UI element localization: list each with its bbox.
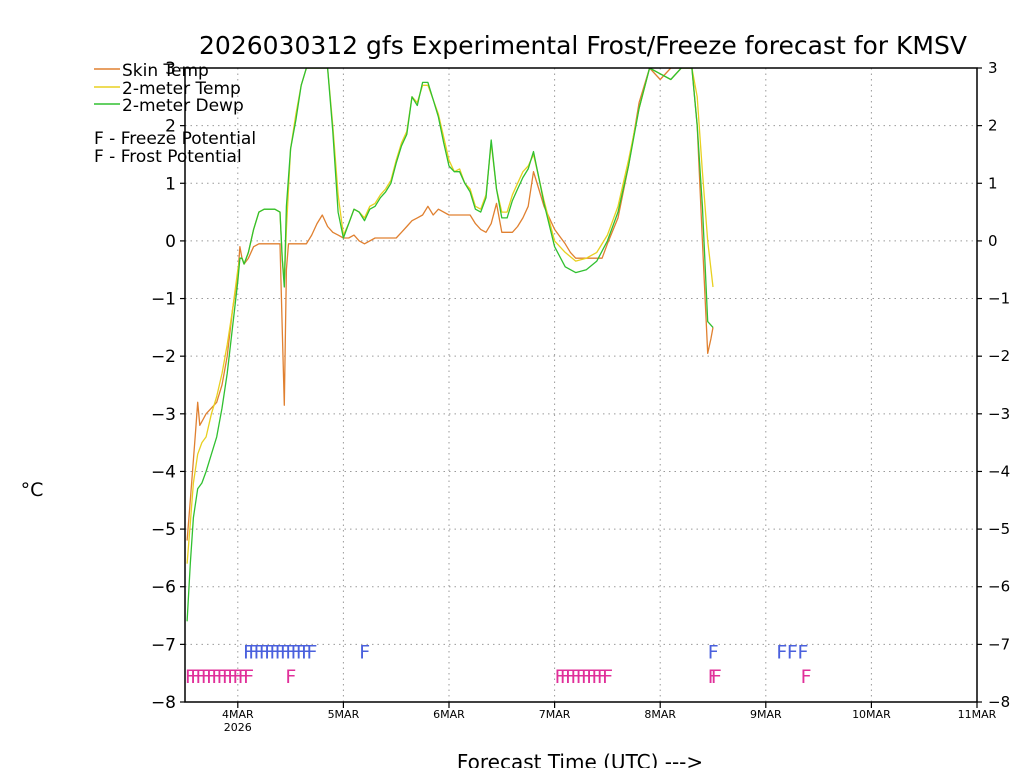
freeze-marker: F [201,666,212,688]
series-lines [186,68,714,622]
freeze-marker: F [190,666,201,688]
y-tick-label-right: −4 [988,462,1010,480]
freeze-marker: F [592,666,603,688]
x-tick-label: 11MAR [958,708,997,721]
freeze-marker: F [196,666,207,688]
frost-marker: F [776,641,787,663]
y-tick-label-right: 2 [988,117,998,135]
frost-marker: F [254,641,265,663]
legend-label-frost-potential: F - Frost Potential [94,147,242,167]
y-tick-label-right: −1 [988,290,1010,308]
x-tick-label: 9MAR [750,708,782,721]
freeze-marker: F [602,666,613,688]
frost-marker: F [285,641,296,663]
frost-marker: F [797,641,808,663]
frost-marker: F [269,641,280,663]
freeze-marker: F [597,666,608,688]
freeze-marker: F [565,666,576,688]
y-tick-label-left: 0 [165,232,176,252]
frost-marker: F [275,641,286,663]
y-tick-label-left: 2 [165,117,176,137]
y-tick-label-left: −2 [151,347,176,367]
x-tick-label: 10MAR [852,708,891,721]
legend-label-skin-temp: Skin Temp [122,61,209,81]
x-tick-label: 8MAR [644,708,676,721]
y-tick-label-right: −8 [988,693,1010,711]
legend: Skin Temp 2-meter Temp 2-meter Dewp F - … [94,61,256,167]
y-tick-label-left: −5 [151,520,176,540]
frost-marker: F [248,641,259,663]
freeze-marker: F [233,666,244,688]
y-tick-label-left: −4 [151,462,176,482]
freeze-marker: F [711,666,722,688]
freeze-marker: F [222,666,233,688]
freeze-marker: F [586,666,597,688]
y-axis-right: −8 −7 −6 −5 −4 −3 −2 −1 0 1 2 3 [977,59,1010,711]
freeze-marker: F [581,666,592,688]
frost-marker: F [259,641,270,663]
y-tick-label-right: 0 [988,232,998,250]
freeze-marker: F [285,666,296,688]
x-tick-sublabel: 2026 [224,721,252,734]
freeze-marker: F [206,666,217,688]
freeze-marker: F [801,666,812,688]
y-tick-label-left: −7 [151,635,176,655]
y-tick-label-left: 3 [165,59,176,79]
frost-marker: F [291,641,302,663]
y-tick-label-right: 3 [988,59,998,77]
grid-lines [185,68,977,702]
y-tick-label-right: 1 [988,174,998,192]
freeze-marker: F [227,666,238,688]
legend-label-2m-temp: 2-meter Temp [122,79,241,99]
freeze-marker: F [243,666,254,688]
freeze-marker: F [708,666,719,688]
y-axis-left: −8 −7 −6 −5 −4 −3 −2 −1 0 1 2 3 [151,59,185,713]
freeze-marker: F [238,666,249,688]
freeze-marker: F [576,666,587,688]
legend-label-2m-dewp: 2-meter Dewp [122,96,244,116]
y-tick-label-left: 1 [165,174,176,194]
y-tick-label-left: −3 [151,405,176,425]
y-tick-label-right: −3 [988,405,1010,423]
x-tick-label: 4MAR [222,708,254,721]
frost-marker: F [296,641,307,663]
x-tick-label: 6MAR [433,708,465,721]
y-tick-label-left: −6 [151,578,176,598]
legend-label-freeze-potential: F - Freeze Potential [94,129,256,149]
frost-marker: F [787,641,798,663]
freeze-marker: F [570,666,581,688]
x-axis-label: Forecast Time (UTC) ---> [457,750,703,768]
frost-marker: F [359,641,370,663]
frost-marker: F [264,641,275,663]
y-tick-label-right: −2 [988,347,1010,365]
frost-marker: F [708,641,719,663]
frost-marker: F [306,641,317,663]
x-tick-label: 5MAR [328,708,360,721]
frost-marker: F [280,641,291,663]
y-tick-label-left: −8 [151,693,176,713]
freeze-marker: F [217,666,228,688]
freeze-marker: F [185,666,196,688]
x-tick-label: 7MAR [539,708,571,721]
freeze-marker: F [560,666,571,688]
y-tick-label-left: −1 [151,290,176,310]
series-line-2-meter-dewp [186,68,714,622]
frost-marker: F [243,641,254,663]
y-tick-label-right: −5 [988,520,1010,538]
freeze-marker: F [211,666,222,688]
y-tick-label-right: −7 [988,635,1010,653]
y-tick-label-right: −6 [988,578,1010,596]
freeze-marker: F [555,666,566,688]
chart-title: 2026030312 gfs Experimental Frost/Freeze… [199,31,967,60]
plot-frame [184,67,978,703]
frost-marker: F [301,641,312,663]
y-axis-label: °C [21,479,44,501]
